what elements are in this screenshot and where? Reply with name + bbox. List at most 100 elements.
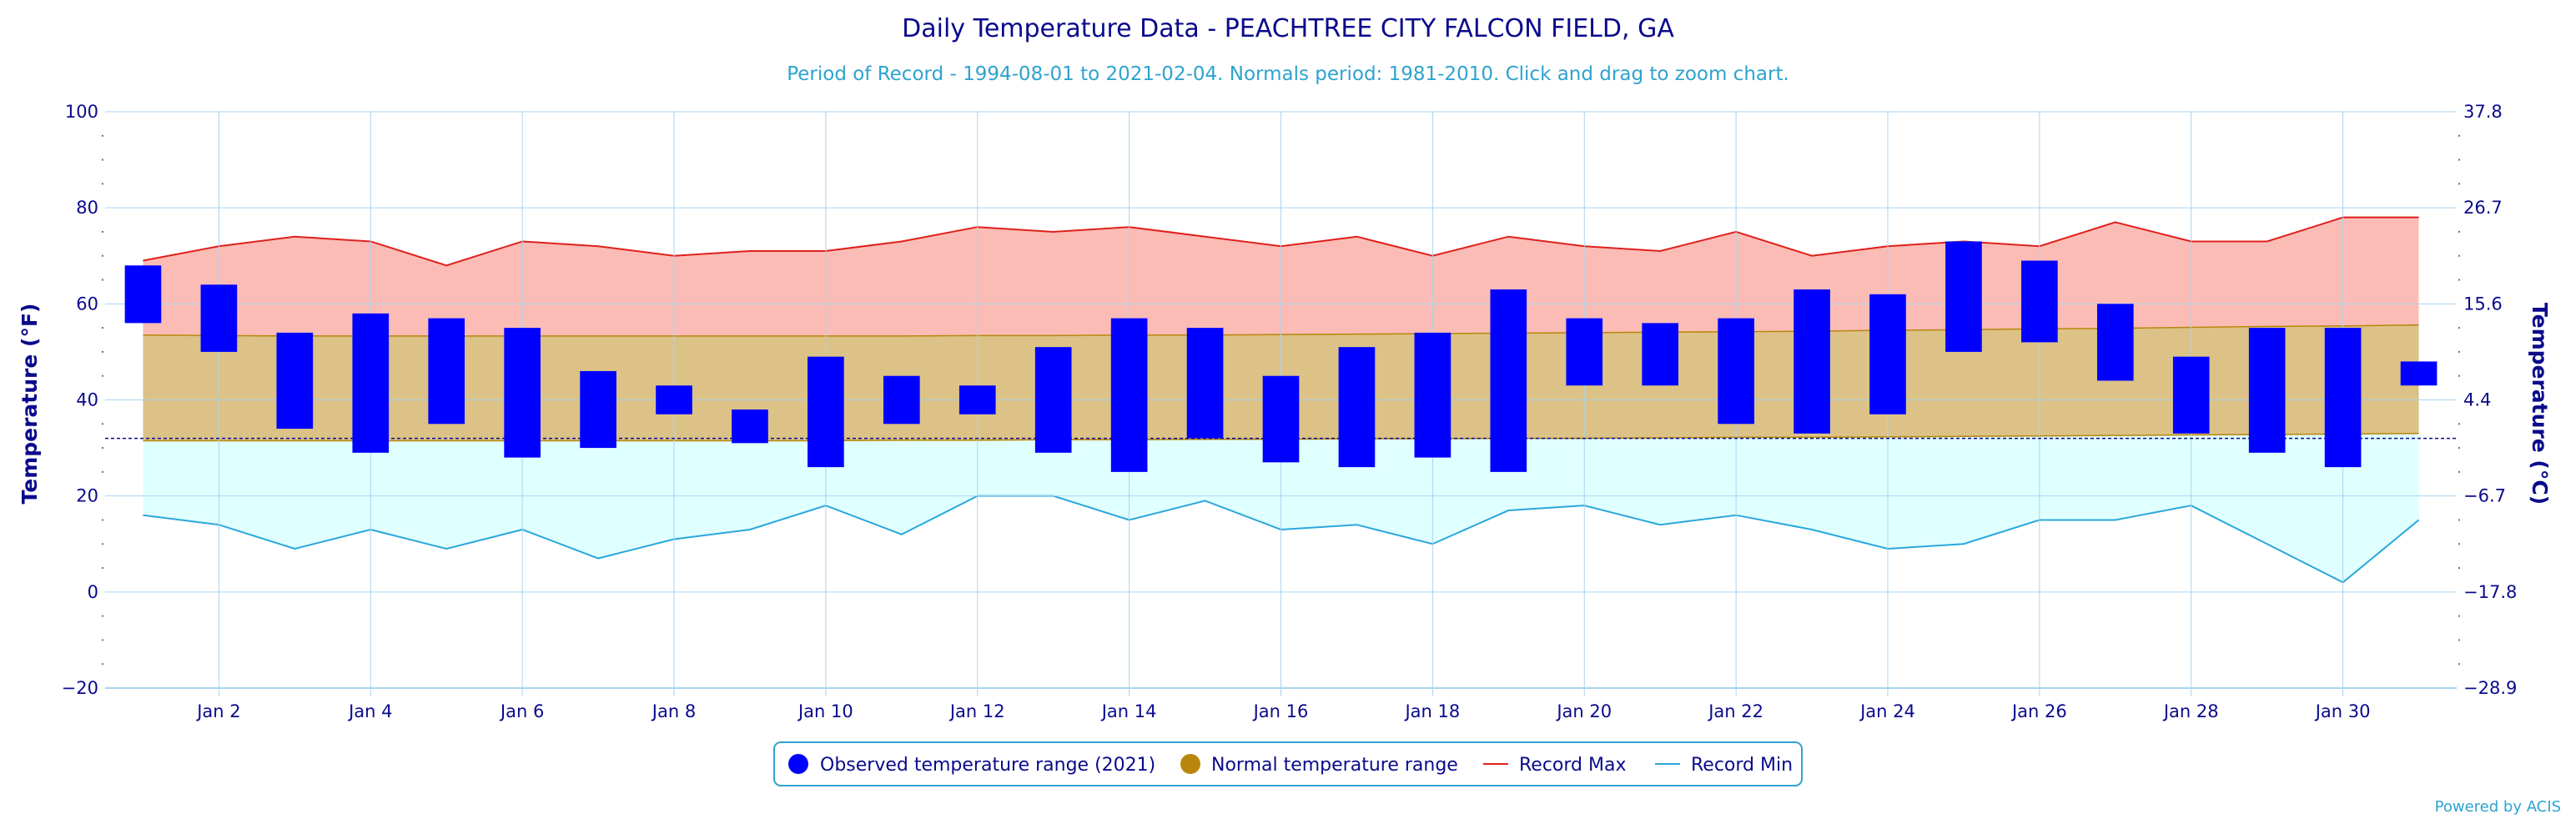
y-minor-tick-left bbox=[102, 374, 103, 377]
observed-bar-day-9[interactable] bbox=[732, 409, 768, 444]
y-tick-label-left: 40 bbox=[76, 390, 98, 410]
observed-bar-day-14[interactable] bbox=[1110, 318, 1148, 472]
y-tick-label-left: 80 bbox=[76, 198, 98, 218]
observed-bar-day-4[interactable] bbox=[352, 313, 390, 453]
observed-bar-day-27[interactable] bbox=[2096, 304, 2134, 381]
y-axis-left: −20 0 20 40 60 80 100 bbox=[62, 102, 103, 698]
observed-bar-day-1[interactable] bbox=[124, 265, 162, 324]
y-minor-tick-right bbox=[2458, 639, 2460, 641]
y-tick-label-right: −28.9 bbox=[2463, 678, 2517, 698]
y-minor-tick-right bbox=[2458, 447, 2460, 450]
legend-item-record-min[interactable]: Record Min bbox=[1655, 755, 1793, 776]
observed-bars[interactable] bbox=[124, 241, 2438, 472]
observed-bar-day-23[interactable] bbox=[1794, 289, 1830, 434]
observed-bar-day-7[interactable] bbox=[580, 370, 616, 449]
chart-subtitle: Period of Record - 1994-08-01 to 2021-02… bbox=[787, 63, 1789, 85]
y-minor-tick-right bbox=[2458, 183, 2460, 185]
x-tick-label: Jan 10 bbox=[797, 701, 853, 721]
y-tick-label-right: −6.7 bbox=[2463, 486, 2506, 506]
y-tick-label-left: 20 bbox=[76, 486, 98, 506]
y-minor-tick-left bbox=[102, 567, 103, 570]
observed-bar-day-17[interactable] bbox=[1338, 347, 1376, 468]
y-tick-label-left: 100 bbox=[65, 102, 98, 122]
y-minor-tick-right bbox=[2458, 254, 2460, 257]
y-minor-tick-left bbox=[102, 470, 103, 473]
y-minor-tick-left bbox=[102, 663, 103, 666]
y-minor-tick-left bbox=[102, 447, 103, 450]
observed-bar-day-12[interactable] bbox=[958, 385, 996, 415]
observed-bar-day-6[interactable] bbox=[504, 328, 541, 458]
y-tick-label-right: 26.7 bbox=[2463, 198, 2503, 218]
observed-bar-day-2[interactable] bbox=[200, 284, 238, 352]
y-minor-tick-right bbox=[2458, 374, 2460, 377]
observed-bar-day-21[interactable] bbox=[1642, 323, 1679, 386]
legend-item-normal[interactable]: Normal temperature range bbox=[1180, 754, 1458, 776]
x-tick-label: Jan 22 bbox=[1707, 701, 1763, 721]
legend-marker-normal bbox=[1180, 754, 1200, 774]
legend: Observed temperature range (2021) Normal… bbox=[773, 741, 1803, 786]
observed-bar-day-28[interactable] bbox=[2172, 356, 2210, 434]
y-axis-right-title: Temperature (°C) bbox=[2528, 303, 2552, 505]
observed-bar-day-22[interactable] bbox=[1718, 318, 1754, 425]
observed-bar-day-25[interactable] bbox=[1945, 241, 1982, 352]
x-tick-label: Jan 28 bbox=[2162, 701, 2219, 721]
y-tick-label-right: 37.8 bbox=[2463, 102, 2503, 122]
legend-label-observed: Observed temperature range (2021) bbox=[820, 755, 1155, 776]
y-minor-tick-right bbox=[2458, 350, 2460, 353]
y-minor-tick-left bbox=[102, 639, 103, 641]
observed-bar-day-18[interactable] bbox=[1414, 332, 1452, 458]
y-tick-label-left: 60 bbox=[76, 294, 98, 314]
observed-bar-day-31[interactable] bbox=[2400, 361, 2438, 386]
y-minor-tick-left bbox=[102, 183, 103, 185]
x-tick-label: Jan 6 bbox=[499, 701, 544, 721]
observed-bar-day-26[interactable] bbox=[2021, 260, 2058, 343]
observed-bar-day-13[interactable] bbox=[1034, 347, 1072, 453]
y-minor-tick-left bbox=[102, 230, 103, 233]
x-tick-label: Jan 8 bbox=[651, 701, 696, 721]
observed-bar-day-10[interactable] bbox=[808, 356, 844, 468]
observed-bar-day-19[interactable] bbox=[1490, 289, 1527, 472]
observed-bar-day-3[interactable] bbox=[276, 332, 314, 430]
y-minor-tick-left bbox=[102, 158, 103, 161]
x-tick-label: Jan 14 bbox=[1100, 701, 1157, 721]
observed-bar-day-30[interactable] bbox=[2324, 328, 2362, 468]
x-tick-label: Jan 26 bbox=[2010, 701, 2067, 721]
y-minor-tick-left bbox=[102, 279, 103, 281]
y-minor-tick-left bbox=[102, 543, 103, 545]
x-tick-label: Jan 4 bbox=[347, 701, 392, 721]
y-minor-tick-right bbox=[2458, 663, 2460, 666]
legend-item-observed[interactable]: Observed temperature range (2021) bbox=[788, 754, 1155, 776]
x-tick-label: Jan 30 bbox=[2314, 701, 2371, 721]
observed-bar-day-16[interactable] bbox=[1262, 375, 1300, 463]
y-minor-tick-right bbox=[2458, 567, 2460, 570]
y-minor-tick-left bbox=[102, 423, 103, 425]
y-minor-tick-right bbox=[2458, 279, 2460, 281]
credits-link[interactable]: Powered by ACIS bbox=[2435, 798, 2561, 816]
legend-label-record-max: Record Max bbox=[1519, 755, 1627, 776]
y-axis-right: −28.9 −17.8 −6.7 4.4 15.6 26.7 37.8 bbox=[2458, 102, 2517, 698]
legend-item-record-max[interactable]: Record Max bbox=[1483, 755, 1627, 776]
chart-title: Daily Temperature Data - PEACHTREE CITY … bbox=[902, 14, 1674, 43]
observed-bar-day-11[interactable] bbox=[883, 375, 920, 425]
y-tick-label-left: −20 bbox=[62, 678, 98, 698]
observed-bar-day-20[interactable] bbox=[1566, 318, 1603, 386]
observed-bar-day-15[interactable] bbox=[1186, 328, 1224, 439]
x-axis: Jan 2 Jan 4 Jan 6 Jan 8 Jan 10 Jan 12 Jan 14 Ja… bbox=[195, 688, 2370, 721]
observed-bar-day-29[interactable] bbox=[2248, 328, 2286, 453]
y-minor-tick-right bbox=[2458, 543, 2460, 545]
y-minor-tick-right bbox=[2458, 134, 2460, 137]
y-minor-tick-left bbox=[102, 134, 103, 137]
y-minor-tick-left bbox=[102, 615, 103, 617]
observed-bar-day-5[interactable] bbox=[428, 318, 465, 425]
y-minor-tick-right bbox=[2458, 158, 2460, 161]
y-minor-tick-left bbox=[102, 254, 103, 257]
y-tick-label-right: 4.4 bbox=[2463, 390, 2491, 410]
observed-bar-day-8[interactable] bbox=[656, 385, 692, 415]
x-tick-label: Jan 12 bbox=[948, 701, 1005, 721]
y-axis-left-title: Temperature (°F) bbox=[18, 304, 42, 505]
observed-bar-day-24[interactable] bbox=[1869, 294, 1906, 415]
x-tick-label: Jan 2 bbox=[195, 701, 240, 721]
y-minor-tick-right bbox=[2458, 470, 2460, 473]
